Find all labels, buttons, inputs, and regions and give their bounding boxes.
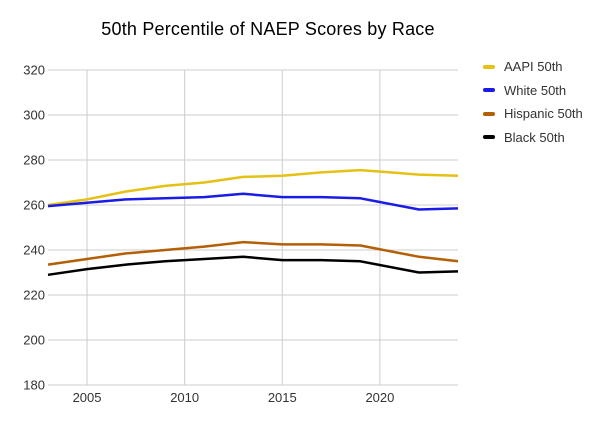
series-line-aapi-50th: [47, 168, 459, 207]
legend-swatch-icon: [483, 135, 495, 139]
y-axis-tick-label: 320: [23, 63, 45, 78]
legend-swatch-icon: [483, 88, 495, 92]
y-axis-tick-label: 300: [23, 108, 45, 123]
y-axis-tick-label: 220: [23, 288, 45, 303]
series-line-white-50th: [47, 192, 459, 211]
series-line-black-50th: [47, 255, 459, 277]
y-axis-tick-label: 280: [23, 153, 45, 168]
y-axis-tick-label: 240: [23, 243, 45, 258]
x-axis-tick-label: 2010: [170, 390, 199, 405]
chart-title: 50th Percentile of NAEP Scores by Race: [101, 19, 435, 39]
legend-swatch-icon: [483, 111, 495, 116]
y-axis-tick-label: 260: [23, 198, 45, 213]
y-axis-tick-label: 180: [23, 378, 45, 393]
legend-item: White 50th: [483, 82, 567, 98]
y-axis-tick-label: 200: [23, 333, 45, 348]
legend-item-label: Hispanic 50th: [504, 106, 583, 121]
legend-item: Black 50th: [483, 129, 565, 145]
x-axis-tick-label: 2015: [268, 390, 297, 405]
legend-item-label: White 50th: [504, 82, 567, 98]
x-axis-tick-label: 2020: [365, 390, 394, 405]
legend-item-label: Black 50th: [504, 129, 565, 145]
legend-item: Hispanic 50th: [483, 106, 583, 121]
legend-item: AAPI 50th: [483, 59, 563, 74]
series-line-hispanic-50th: [47, 240, 459, 266]
legend-item-label: AAPI 50th: [504, 59, 563, 74]
x-axis-tick-label: 2005: [73, 390, 102, 405]
legend-swatch-icon: [483, 64, 495, 69]
